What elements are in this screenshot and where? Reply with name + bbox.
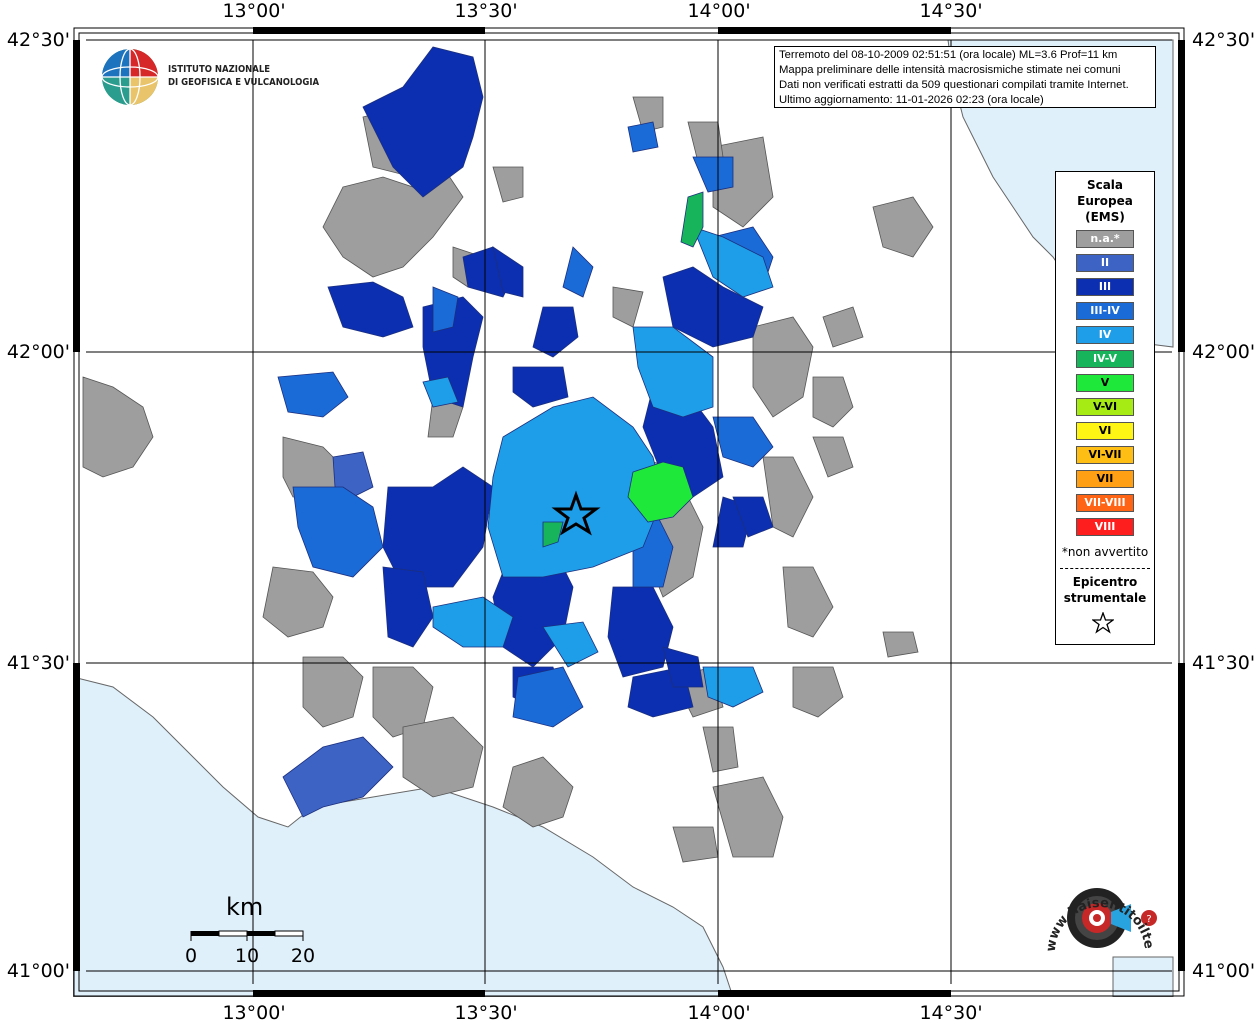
legend-divider bbox=[1060, 568, 1150, 569]
lon-label-top-1400: 14°00' bbox=[687, 0, 751, 22]
intensity-iv-v-areas bbox=[542, 191, 704, 548]
lat-label-left-4100: 41°00' bbox=[6, 960, 70, 982]
legend-swatch-iv: IV bbox=[1076, 326, 1134, 344]
map-border bbox=[73, 27, 1185, 997]
event-info-line4: Ultimo aggiornamento: 11-01-2026 02:23 (… bbox=[779, 94, 1044, 106]
intensity-ii-areas bbox=[282, 451, 394, 818]
lat-label-left-4230: 42°30' bbox=[6, 29, 70, 51]
legend-swatch-vii: VII bbox=[1076, 470, 1134, 488]
ingv-name-line2: DI GEOFISICA E VULCANOLOGIA bbox=[168, 77, 320, 88]
lon-label-bottom-1330: 13°30' bbox=[454, 1002, 518, 1024]
intensity-iv-areas bbox=[422, 226, 774, 708]
legend-title-line3: (EMS) bbox=[1085, 210, 1125, 224]
graticule bbox=[86, 39, 1172, 984]
ingv-globe-icon bbox=[101, 48, 159, 106]
legend-title-line2: Europea bbox=[1077, 194, 1133, 208]
legend-title: Scala Europea (EMS) bbox=[1056, 177, 1154, 225]
ems-legend: Scala Europea (EMS) n.a.* II III III-IV IV IV… bbox=[1055, 171, 1155, 645]
haisentito-logo[interactable]: ? www.haisentitoilterremoto.it bbox=[1028, 851, 1165, 974]
legend-star-icon bbox=[1092, 612, 1114, 634]
legend-note: *non avvertito bbox=[1061, 545, 1149, 559]
lat-label-right-4200: 42°00' bbox=[1192, 341, 1256, 363]
lon-label-top-1300: 13°00' bbox=[222, 0, 286, 22]
legend-title-line1: Scala bbox=[1086, 178, 1124, 192]
lat-label-left-4130: 41°30' bbox=[6, 652, 70, 674]
haisentito-logo-graphic: ? www.haisentitoilterremoto.it bbox=[1028, 851, 1157, 953]
legend-swatch-viii: VIII bbox=[1076, 518, 1134, 536]
lat-label-right-4230: 42°30' bbox=[1192, 29, 1256, 51]
lon-label-bottom-1300: 13°00' bbox=[222, 1002, 286, 1024]
epicentre-star-icon[interactable] bbox=[551, 490, 601, 536]
legend-swatch-ii: II bbox=[1076, 254, 1134, 272]
scale-label-0: 0 bbox=[184, 945, 198, 967]
scale-label-20: 20 bbox=[290, 945, 316, 967]
lon-label-bottom-1400: 14°00' bbox=[687, 1002, 751, 1024]
event-info-line3: Dati non verificati estratti da 509 ques… bbox=[779, 79, 1129, 91]
lat-label-right-4130: 41°30' bbox=[1192, 652, 1256, 674]
event-info-box: Terremoto del 08-10-2009 02:51:51 (ora l… bbox=[774, 46, 1156, 108]
ingv-name: ISTITUTO NAZIONALE DI GEOFISICA E VULCAN… bbox=[168, 63, 319, 89]
event-info-line2: Mappa preliminare delle intensità macros… bbox=[779, 64, 1121, 76]
legend-swatch-v-vi: V-VI bbox=[1076, 398, 1134, 416]
legend-epicentre-title: Epicentro strumentale bbox=[1056, 574, 1154, 606]
lon-label-bottom-1430: 14°30' bbox=[919, 1002, 983, 1024]
event-info-line1: Terremoto del 08-10-2009 02:51:51 (ora l… bbox=[779, 49, 1118, 61]
scale-unit: km bbox=[226, 893, 264, 921]
legend-epi-line2: strumentale bbox=[1063, 591, 1147, 605]
legend-swatch-vii-viii: VII-VIII bbox=[1076, 494, 1134, 512]
legend-swatch-iii-iv: III-IV bbox=[1076, 302, 1134, 320]
legend-swatch-v: V bbox=[1076, 374, 1134, 392]
ingv-logo: ISTITUTO NAZIONALE DI GEOFISICA E VULCAN… bbox=[100, 47, 320, 109]
lon-label-top-1430: 14°30' bbox=[919, 0, 983, 22]
legend-swatch-iii: III bbox=[1076, 278, 1134, 296]
lon-label-top-1330: 13°30' bbox=[454, 0, 518, 22]
lat-label-right-4100: 41°00' bbox=[1192, 960, 1256, 982]
intensity-map[interactable] bbox=[73, 27, 1185, 997]
legend-swatch-vi-vii: VI-VII bbox=[1076, 446, 1134, 464]
sea-southeast bbox=[1112, 956, 1174, 997]
sea-tyrrhenian bbox=[73, 676, 734, 997]
scale-label-10: 10 bbox=[234, 945, 260, 967]
scale-bar-graphic bbox=[190, 930, 304, 941]
lat-label-left-4200: 42°00' bbox=[6, 341, 70, 363]
legend-swatch-vi: VI bbox=[1076, 422, 1134, 440]
legend-swatch-n-a: n.a.* bbox=[1076, 230, 1134, 248]
legend-swatch-iv-v: IV-V bbox=[1076, 350, 1134, 368]
legend-epi-line1: Epicentro bbox=[1072, 575, 1138, 589]
svg-text:?: ? bbox=[1146, 914, 1151, 925]
ingv-name-line1: ISTITUTO NAZIONALE bbox=[168, 64, 271, 75]
scale-bar: km 0 10 20 bbox=[180, 893, 330, 973]
intensity-v-areas bbox=[627, 461, 694, 523]
